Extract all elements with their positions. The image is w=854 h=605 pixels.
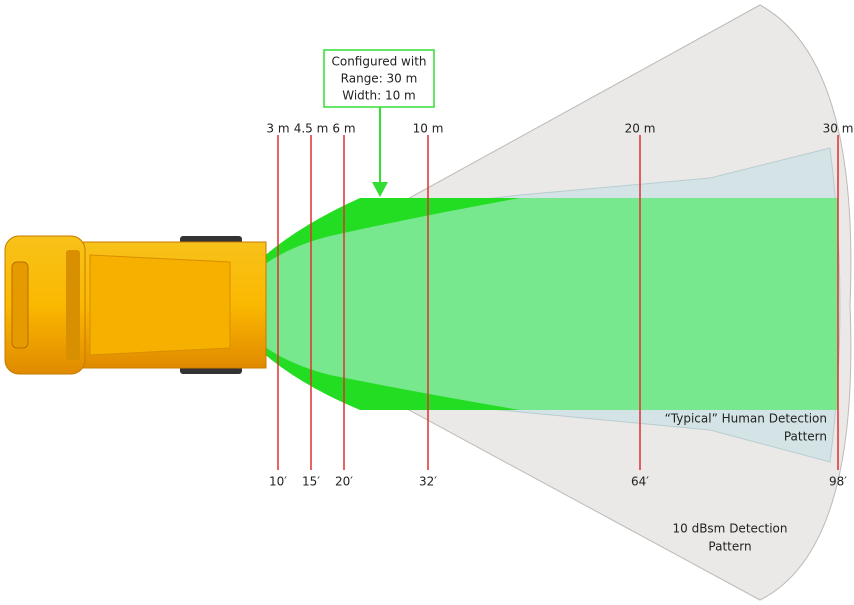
imperial-label: 64′ <box>631 475 649 489</box>
human-pattern-label: Pattern <box>784 430 827 444</box>
dbsm-pattern-label: Pattern <box>708 540 751 554</box>
vehicle <box>4 235 267 375</box>
dbsm-pattern-label: 10 dBsm Detection <box>673 522 788 536</box>
callout-line: Range: 30 m <box>341 72 418 86</box>
metric-label: 30 m <box>823 122 854 136</box>
callout-line: Width: 10 m <box>342 89 416 103</box>
metric-label: 4.5 m <box>294 122 329 136</box>
imperial-label: 32′ <box>419 475 437 489</box>
imperial-label: 10′ <box>269 475 287 489</box>
metric-label: 10 m <box>413 122 444 136</box>
imperial-label: 20′ <box>335 475 353 489</box>
metric-label: 3 m <box>266 122 289 136</box>
callout-line: Configured with <box>331 55 426 69</box>
metric-label: 20 m <box>625 122 656 136</box>
human-pattern-label: “Typical” Human Detection <box>665 412 827 426</box>
imperial-label: 98′ <box>829 475 847 489</box>
metric-label: 6 m <box>332 122 355 136</box>
detection-zone <box>222 198 838 410</box>
imperial-label: 15′ <box>302 475 320 489</box>
callout-arrowhead <box>372 182 388 197</box>
